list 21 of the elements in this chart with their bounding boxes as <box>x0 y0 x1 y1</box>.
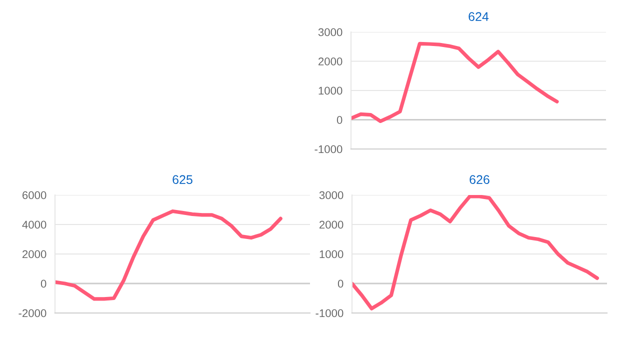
chart-title: 625 <box>172 175 192 184</box>
y-tick-label: 0 <box>336 116 342 124</box>
y-tick-label: 2000 <box>318 58 342 66</box>
y-tick-label: 1000 <box>318 86 342 95</box>
y-tick-label: -1000 <box>316 309 344 318</box>
y-tick-label: 0 <box>338 280 344 288</box>
y-tick-label: -1000 <box>314 145 342 154</box>
y-tick-label: 3000 <box>319 191 344 200</box>
line-series <box>352 195 599 310</box>
y-tick-label: -2000 <box>18 309 46 318</box>
y-tick-label: 6000 <box>22 191 46 200</box>
chart-title: 626 <box>470 175 490 184</box>
chart-title: 624 <box>468 12 489 22</box>
y-tick-label: 1000 <box>320 250 344 258</box>
y-tick-label: 0 <box>40 280 46 288</box>
line-series <box>351 42 559 124</box>
y-tick-label: 2000 <box>320 220 344 229</box>
y-tick-label: 2000 <box>22 250 46 258</box>
y-tick-label: 4000 <box>22 220 46 229</box>
line-series <box>55 209 282 301</box>
y-tick-label: 3000 <box>318 28 342 36</box>
